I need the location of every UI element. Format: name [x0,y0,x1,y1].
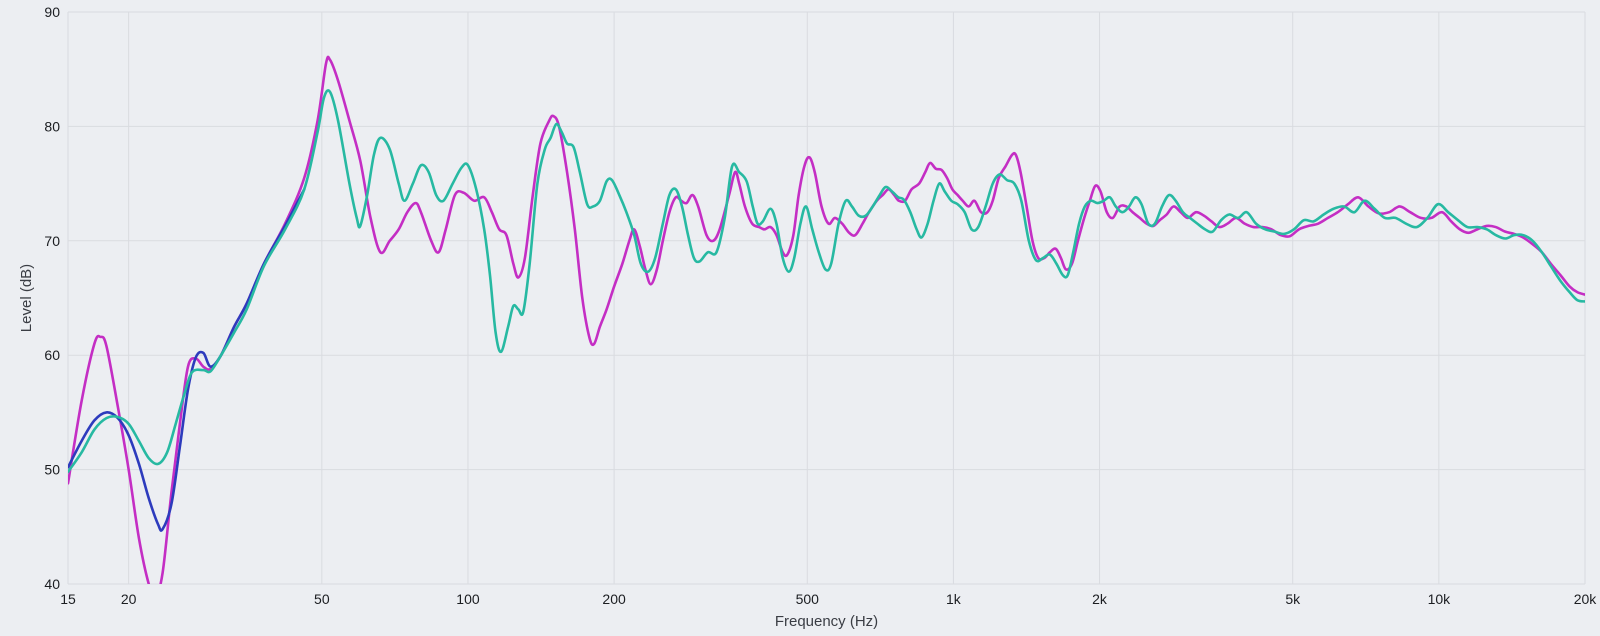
y-tick-label: 50 [44,462,60,478]
series-lines [68,55,1585,584]
series-line-3 [68,89,1585,474]
y-tick-label: 90 [44,4,60,20]
grid-lines [67,11,1586,585]
series-line-1 [68,55,1585,584]
x-tick-label: 20k [1574,591,1598,607]
y-tick-label: 40 [44,576,60,592]
x-tick-label: 50 [314,591,330,607]
x-tick-label: 500 [796,591,820,607]
x-tick-labels: 15 20 50 100 200 500 1k 2k 5k 10k 20k [60,591,1597,607]
y-tick-label: 80 [44,118,60,134]
x-tick-label: 20 [121,591,137,607]
y-axis-title: Level (dB) [18,264,35,332]
x-tick-label: 200 [602,591,626,607]
series-line-2 [68,188,306,532]
x-tick-label: 15 [60,591,76,607]
y-tick-label: 70 [44,233,60,249]
x-tick-label: 10k [1428,591,1452,607]
x-tick-label: 100 [456,591,480,607]
y-tick-labels: 40 50 60 70 80 90 [44,4,60,592]
x-tick-label: 5k [1285,591,1301,607]
x-tick-label: 2k [1092,591,1108,607]
x-tick-label: 1k [946,591,962,607]
x-axis-title: Frequency (Hz) [775,613,878,630]
y-tick-label: 60 [44,347,60,363]
